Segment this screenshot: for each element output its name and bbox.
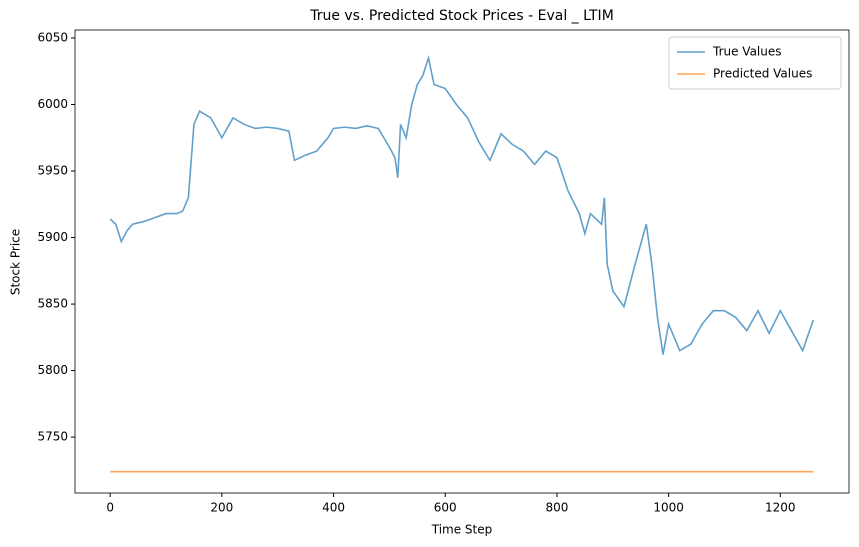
chart-title: True vs. Predicted Stock Prices - Eval _… <box>309 8 614 24</box>
x-tick-label: 1200 <box>765 501 796 515</box>
y-tick-label: 5850 <box>37 297 68 311</box>
y-tick-label: 5750 <box>37 430 68 444</box>
y-tick-label: 5950 <box>37 164 68 178</box>
x-tick-label: 200 <box>210 501 233 515</box>
x-tick-label: 0 <box>106 501 114 515</box>
plot-frame <box>74 29 850 494</box>
y-tick-label: 5800 <box>37 363 68 377</box>
legend-box <box>668 36 842 90</box>
y-axis-label: Stock Price <box>9 229 23 295</box>
x-tick-label: 400 <box>322 501 345 515</box>
y-tick-label: 6050 <box>37 30 68 44</box>
x-axis-label: Time Step <box>431 523 493 537</box>
legend-label: Predicted Values <box>713 67 812 81</box>
y-tick-label: 6000 <box>37 97 68 111</box>
series-line <box>109 54 815 355</box>
x-tick-label: 600 <box>434 501 457 515</box>
y-tick-label: 5900 <box>37 230 68 244</box>
x-tick-label: 800 <box>545 501 568 515</box>
legend-label: True Values <box>712 45 782 59</box>
x-tick-label: 1000 <box>653 501 684 515</box>
